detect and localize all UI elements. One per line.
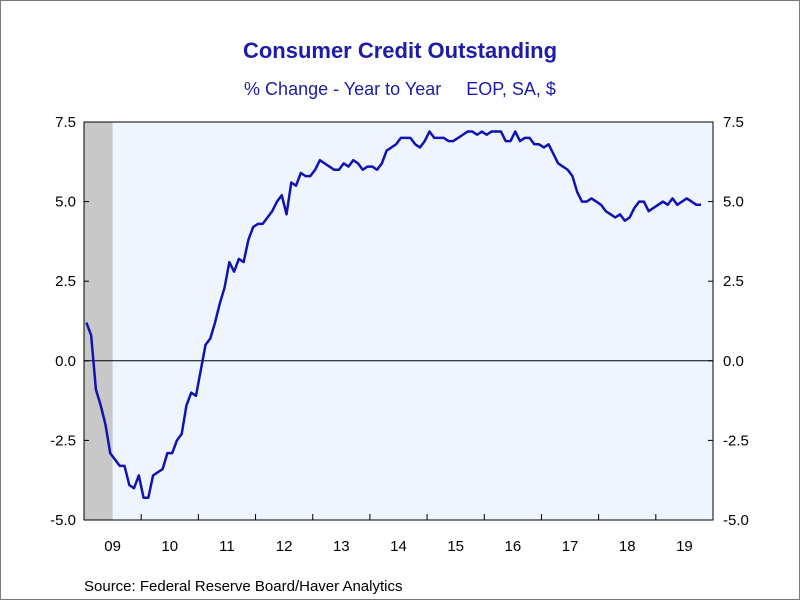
left-y-tick-label: -5.0 (50, 512, 76, 529)
source-note: Source: Federal Reserve Board/Haver Anal… (84, 578, 403, 595)
right-y-tick-label: 2.5 (723, 273, 744, 290)
left-y-tick-label: 0.0 (55, 353, 76, 370)
x-tick-label: 18 (619, 538, 636, 555)
series-line (85, 130, 702, 499)
x-tick-label: 16 (505, 538, 522, 555)
x-tick-label: 14 (390, 538, 407, 555)
chart-subtitle: % Change - Year to Year EOP, SA, $ (244, 79, 556, 99)
x-tick-label: 11 (219, 538, 235, 555)
right-y-tick-label: 5.0 (723, 194, 744, 211)
x-axis: 09 10 11 12 13 14 15 16 17 18 19 (83, 514, 693, 555)
left-y-axis: 7.5 5.0 2.5 0.0 -2.5 -5.0 (50, 114, 89, 529)
right-y-axis: 7.5 5.0 2.5 0.0 -2.5 -5.0 (708, 114, 749, 529)
left-y-tick-label: 5.0 (55, 194, 76, 211)
x-tick-label: 09 (104, 538, 121, 555)
x-tick-label: 15 (447, 538, 464, 555)
x-tick-label: 10 (161, 538, 178, 555)
right-y-tick-label: -5.0 (723, 512, 749, 529)
plot-background (84, 122, 713, 520)
recession-shading (84, 122, 113, 520)
right-y-tick-label: -2.5 (723, 432, 749, 449)
plot-area (83, 121, 714, 521)
left-y-tick-label: 7.5 (55, 114, 76, 131)
x-tick-label: 19 (676, 538, 693, 555)
chart-title: Consumer Credit Outstanding (242, 38, 558, 63)
x-tick-label: 13 (333, 538, 350, 555)
plot-border (83, 121, 714, 521)
right-y-tick-label: 0.0 (723, 353, 744, 370)
left-y-tick-label: 2.5 (55, 273, 76, 290)
x-tick-label: 12 (276, 538, 293, 555)
x-tick-label: 17 (562, 538, 579, 555)
left-y-tick-label: -2.5 (50, 432, 76, 449)
right-y-tick-label: 7.5 (723, 114, 744, 131)
